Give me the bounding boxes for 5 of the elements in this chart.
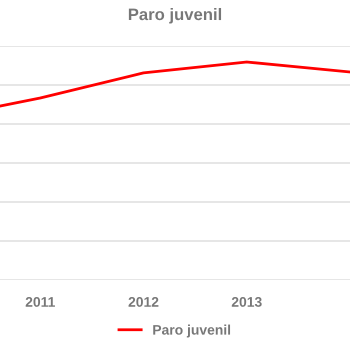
x-tick-label: 2012 — [128, 297, 158, 307]
chart-title: Paro juvenil — [128, 8, 222, 24]
x-tick-label: 2013 — [232, 297, 262, 307]
x-tick-label: 2011 — [26, 297, 55, 307]
legend-label: Paro juvenil — [153, 324, 230, 338]
